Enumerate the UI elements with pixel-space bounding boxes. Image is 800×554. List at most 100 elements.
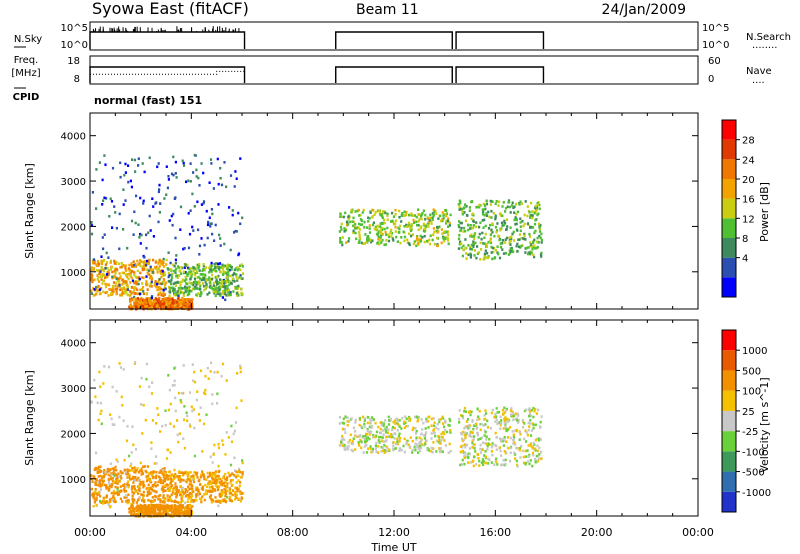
echo-cell	[174, 303, 177, 307]
echo-cell	[500, 454, 503, 457]
echo-cell	[182, 291, 185, 295]
echo-cell	[113, 498, 116, 502]
echo-cell	[165, 258, 168, 262]
echo-cell	[102, 258, 106, 262]
echo-cell	[185, 272, 188, 276]
echo-cell	[110, 497, 113, 501]
echo-cell	[196, 270, 199, 273]
echo-cell	[135, 506, 138, 509]
echo-cell	[207, 377, 210, 380]
echo-cell	[104, 263, 107, 266]
echo-cell	[137, 157, 140, 160]
echo-cell	[426, 223, 429, 226]
echo-cell	[148, 284, 152, 288]
echo-cell	[99, 474, 102, 478]
echo-cell	[129, 469, 132, 472]
echo-cell	[114, 465, 117, 469]
echo-cell	[487, 210, 490, 214]
echo-cell	[516, 229, 519, 232]
echo-cell	[204, 374, 207, 378]
echo-cell	[184, 501, 187, 505]
echo-cell	[139, 301, 142, 305]
echo-cell	[156, 513, 159, 517]
echo-cell	[168, 290, 171, 293]
echo-cell	[124, 288, 128, 291]
echo-cell	[143, 507, 146, 511]
echo-cell	[479, 221, 482, 225]
echo-cell	[471, 446, 474, 449]
echo-cell	[192, 171, 195, 174]
echo-cell	[153, 498, 156, 502]
echo-cell	[473, 237, 476, 240]
echo-cell	[369, 211, 372, 214]
echo-cell	[179, 298, 182, 302]
echo-cell	[167, 305, 170, 308]
echo-cell	[232, 290, 235, 293]
echo-cell	[221, 285, 224, 289]
echo-cell	[489, 426, 492, 430]
echo-cell	[448, 442, 451, 446]
echo-cell	[93, 500, 96, 504]
echo-cell	[145, 298, 148, 302]
echo-cell	[115, 281, 118, 285]
echo-cell	[166, 475, 169, 478]
echo-cell	[532, 245, 535, 249]
echo-cell	[121, 283, 124, 286]
echo-cell	[216, 485, 219, 489]
echo-cell	[93, 293, 96, 297]
echo-cell	[494, 415, 498, 418]
echo-cell	[386, 226, 389, 230]
echo-cell	[142, 490, 145, 494]
echo-cell	[478, 205, 481, 209]
echo-cell	[177, 506, 180, 510]
echo-cell	[216, 500, 219, 503]
echo-cell	[134, 170, 137, 173]
echo-cell	[379, 421, 382, 424]
echo-cell	[151, 306, 154, 309]
echo-cell	[463, 456, 466, 460]
echo-cell	[224, 500, 228, 504]
echo-cell	[225, 294, 228, 297]
echo-cell	[131, 490, 134, 494]
echo-cell	[91, 259, 95, 263]
echo-cell	[90, 278, 93, 282]
echo-cell	[185, 306, 188, 310]
echo-cell	[372, 221, 375, 225]
echo-cell	[530, 429, 534, 432]
echo-cell	[113, 262, 116, 265]
echo-cell	[195, 398, 198, 402]
echo-cell	[142, 480, 145, 484]
range-tick-label: 1000	[61, 268, 86, 279]
echo-cell	[150, 471, 153, 475]
echo-cell	[382, 440, 385, 443]
echo-cell	[448, 417, 451, 421]
echo-cell	[433, 230, 436, 234]
echo-cell	[529, 250, 532, 254]
echo-cell	[503, 421, 506, 425]
echo-cell	[94, 490, 97, 494]
echo-cell	[140, 233, 143, 237]
echo-cell	[165, 304, 168, 307]
echo-cell	[168, 301, 172, 305]
echo-cell	[147, 511, 150, 514]
echo-cell	[496, 422, 499, 425]
echo-cell	[168, 297, 171, 301]
echo-cell	[496, 251, 499, 254]
echo-cell	[137, 507, 141, 510]
echo-cell	[473, 232, 477, 235]
echo-cell	[139, 503, 142, 507]
echo-cell	[228, 292, 231, 296]
echo-cell	[112, 284, 115, 288]
echo-cell	[131, 499, 135, 503]
echo-cell	[111, 293, 114, 296]
echo-cell	[184, 264, 187, 268]
echo-cell	[219, 166, 222, 170]
echo-cell	[164, 477, 167, 480]
echo-cell	[181, 504, 184, 507]
echo-cell	[478, 464, 481, 467]
echo-cell	[445, 222, 448, 225]
echo-cell	[114, 272, 117, 275]
echo-cell	[101, 178, 104, 182]
echo-cell	[503, 450, 506, 453]
